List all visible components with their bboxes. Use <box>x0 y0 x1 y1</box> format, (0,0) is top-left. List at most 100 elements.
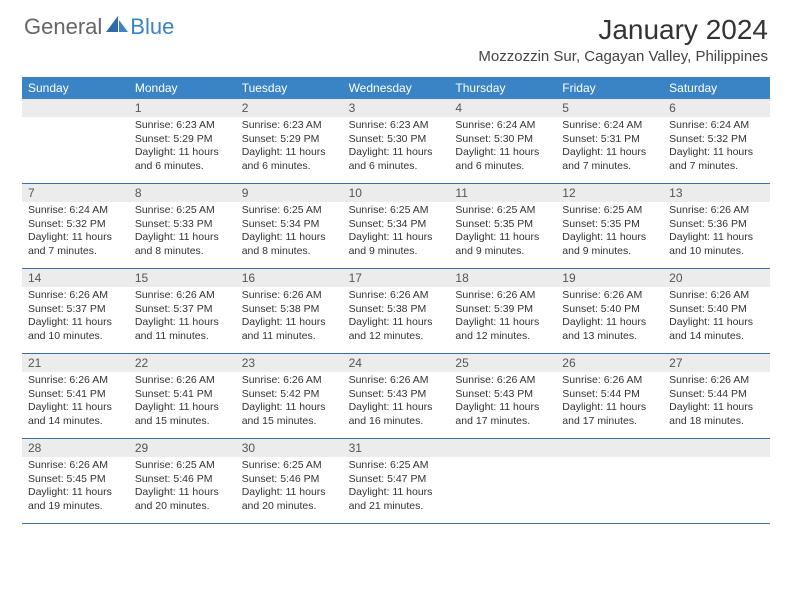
date-number: 30 <box>236 439 343 457</box>
sunrise-text: Sunrise: 6:26 AM <box>669 289 766 303</box>
daylight-text: Daylight: 11 hours and 15 minutes. <box>135 401 232 428</box>
date-number: 16 <box>236 269 343 287</box>
daylight-text: Daylight: 11 hours and 10 minutes. <box>28 316 125 343</box>
sunset-text: Sunset: 5:30 PM <box>455 133 552 147</box>
sunrise-text: Sunrise: 6:25 AM <box>242 459 339 473</box>
calendar-cell: 6Sunrise: 6:24 AMSunset: 5:32 PMDaylight… <box>663 99 770 183</box>
cell-body: Sunrise: 6:26 AMSunset: 5:38 PMDaylight:… <box>343 289 450 344</box>
sunset-text: Sunset: 5:39 PM <box>455 303 552 317</box>
sunrise-text: Sunrise: 6:26 AM <box>242 374 339 388</box>
daylight-text: Daylight: 11 hours and 14 minutes. <box>669 316 766 343</box>
cell-body: Sunrise: 6:26 AMSunset: 5:37 PMDaylight:… <box>22 289 129 344</box>
calendar-cell: 22 Sunrise: 6:26 AMSunset: 5:41 PMDayligh… <box>129 354 236 438</box>
day-header-sunday: Sunday <box>22 77 129 99</box>
sunset-text: Sunset: 5:30 PM <box>349 133 446 147</box>
daylight-text: Daylight: 11 hours and 8 minutes. <box>242 231 339 258</box>
date-number: 4 <box>449 99 556 117</box>
sunset-text: Sunset: 5:34 PM <box>242 218 339 232</box>
sunset-text: Sunset: 5:44 PM <box>562 388 659 402</box>
sunset-text: Sunset: 5:38 PM <box>242 303 339 317</box>
daylight-text: Daylight: 11 hours and 12 minutes. <box>455 316 552 343</box>
cell-body: Sunrise: 6:26 AMSunset: 5:43 PMDaylight:… <box>449 374 556 429</box>
date-number: 1 <box>129 99 236 117</box>
calendar-cell: 31Sunrise: 6:25 AMSunset: 5:47 PMDayligh… <box>343 439 450 523</box>
calendar-cell: 13 Sunrise: 6:26 AMSunset: 5:36 PMDayligh… <box>663 184 770 268</box>
cell-body: Sunrise: 6:26 AMSunset: 5:44 PMDaylight:… <box>556 374 663 429</box>
date-number: 12 <box>556 184 663 202</box>
cell-body: Sunrise: 6:23 AMSunset: 5:30 PMDaylight:… <box>343 119 450 174</box>
daylight-text: Daylight: 11 hours and 8 minutes. <box>135 231 232 258</box>
date-number: 7 <box>22 184 129 202</box>
date-number: 3 <box>343 99 450 117</box>
sunrise-text: Sunrise: 6:26 AM <box>135 374 232 388</box>
date-number: 10 <box>343 184 450 202</box>
calendar-cell: 21Sunrise: 6:26 AMSunset: 5:41 PMDayligh… <box>22 354 129 438</box>
sunrise-text: Sunrise: 6:25 AM <box>349 459 446 473</box>
cell-body: Sunrise: 6:25 AMSunset: 5:35 PMDaylight:… <box>449 204 556 259</box>
date-number: 21 <box>22 354 129 372</box>
logo: General Blue <box>24 14 174 40</box>
daylight-text: Daylight: 11 hours and 7 minutes. <box>669 146 766 173</box>
calendar-cell: 2Sunrise: 6:23 AMSunset: 5:29 PMDaylight… <box>236 99 343 183</box>
cell-body: Sunrise: 6:26 AMSunset: 5:43 PMDaylight:… <box>343 374 450 429</box>
sunrise-text: Sunrise: 6:26 AM <box>28 459 125 473</box>
sunset-text: Sunset: 5:46 PM <box>135 473 232 487</box>
day-header-friday: Friday <box>556 77 663 99</box>
sunset-text: Sunset: 5:44 PM <box>669 388 766 402</box>
date-number: 15 <box>129 269 236 287</box>
calendar-cell: 27Sunrise: 6:26 AMSunset: 5:44 PMDayligh… <box>663 354 770 438</box>
calendar-cell: 8Sunrise: 6:25 AMSunset: 5:33 PMDaylight… <box>129 184 236 268</box>
date-number: 27 <box>663 354 770 372</box>
cell-body: Sunrise: 6:25 AMSunset: 5:35 PMDaylight:… <box>556 204 663 259</box>
sunset-text: Sunset: 5:32 PM <box>669 133 766 147</box>
cell-body: Sunrise: 6:25 AMSunset: 5:34 PMDaylight:… <box>343 204 450 259</box>
date-number: 13 <box>663 184 770 202</box>
header: General Blue January 2024 Mozzozzin Sur,… <box>0 0 792 69</box>
date-number: 2 <box>236 99 343 117</box>
daylight-text: Daylight: 11 hours and 20 minutes. <box>242 486 339 513</box>
cell-body: Sunrise: 6:24 AMSunset: 5:32 PMDaylight:… <box>663 119 770 174</box>
sunset-text: Sunset: 5:37 PM <box>28 303 125 317</box>
calendar-cell: 24Sunrise: 6:26 AMSunset: 5:43 PMDayligh… <box>343 354 450 438</box>
daylight-text: Daylight: 11 hours and 19 minutes. <box>28 486 125 513</box>
calendar-cell: 12 Sunrise: 6:25 AMSunset: 5:35 PMDayligh… <box>556 184 663 268</box>
cell-body: Sunrise: 6:26 AMSunset: 5:36 PMDaylight:… <box>663 204 770 259</box>
daylight-text: Daylight: 11 hours and 6 minutes. <box>135 146 232 173</box>
daylight-text: Daylight: 11 hours and 10 minutes. <box>669 231 766 258</box>
date-number: 22 <box>129 354 236 372</box>
cell-body: Sunrise: 6:26 AMSunset: 5:37 PMDaylight:… <box>129 289 236 344</box>
date-number: 20 <box>663 269 770 287</box>
location-text: Mozzozzin Sur, Cagayan Valley, Philippin… <box>478 48 768 65</box>
daylight-text: Daylight: 11 hours and 11 minutes. <box>242 316 339 343</box>
cell-body: Sunrise: 6:23 AMSunset: 5:29 PMDaylight:… <box>129 119 236 174</box>
cell-body: Sunrise: 6:26 AMSunset: 5:40 PMDaylight:… <box>663 289 770 344</box>
calendar-cell: 7Sunrise: 6:24 AMSunset: 5:32 PMDaylight… <box>22 184 129 268</box>
date-number: 14 <box>22 269 129 287</box>
sunset-text: Sunset: 5:33 PM <box>135 218 232 232</box>
sunset-text: Sunset: 5:31 PM <box>562 133 659 147</box>
date-number: 19 <box>556 269 663 287</box>
daylight-text: Daylight: 11 hours and 7 minutes. <box>562 146 659 173</box>
daylight-text: Daylight: 11 hours and 17 minutes. <box>455 401 552 428</box>
calendar-cell: 18Sunrise: 6:26 AMSunset: 5:39 PMDayligh… <box>449 269 556 353</box>
sunrise-text: Sunrise: 6:26 AM <box>28 289 125 303</box>
sunset-text: Sunset: 5:35 PM <box>562 218 659 232</box>
sunrise-text: Sunrise: 6:24 AM <box>28 204 125 218</box>
daylight-text: Daylight: 11 hours and 18 minutes. <box>669 401 766 428</box>
weeks-container: 1 Sunrise: 6:23 AMSunset: 5:29 PMDaylight… <box>22 99 770 524</box>
calendar-cell: 14 Sunrise: 6:26 AMSunset: 5:37 PMDayligh… <box>22 269 129 353</box>
sunset-text: Sunset: 5:40 PM <box>669 303 766 317</box>
daylight-text: Daylight: 11 hours and 12 minutes. <box>349 316 446 343</box>
cell-body: Sunrise: 6:25 AMSunset: 5:47 PMDaylight:… <box>343 459 450 514</box>
day-header-monday: Monday <box>129 77 236 99</box>
sunset-text: Sunset: 5:43 PM <box>349 388 446 402</box>
title-block: January 2024 Mozzozzin Sur, Cagayan Vall… <box>478 14 768 65</box>
cell-body: Sunrise: 6:25 AMSunset: 5:46 PMDaylight:… <box>236 459 343 514</box>
sunset-text: Sunset: 5:41 PM <box>135 388 232 402</box>
sunset-text: Sunset: 5:45 PM <box>28 473 125 487</box>
cell-body: Sunrise: 6:26 AMSunset: 5:38 PMDaylight:… <box>236 289 343 344</box>
calendar-cell: 3 Sunrise: 6:23 AMSunset: 5:30 PMDaylight… <box>343 99 450 183</box>
sunrise-text: Sunrise: 6:26 AM <box>562 289 659 303</box>
sunrise-text: Sunrise: 6:26 AM <box>135 289 232 303</box>
logo-text-general: General <box>24 14 102 40</box>
